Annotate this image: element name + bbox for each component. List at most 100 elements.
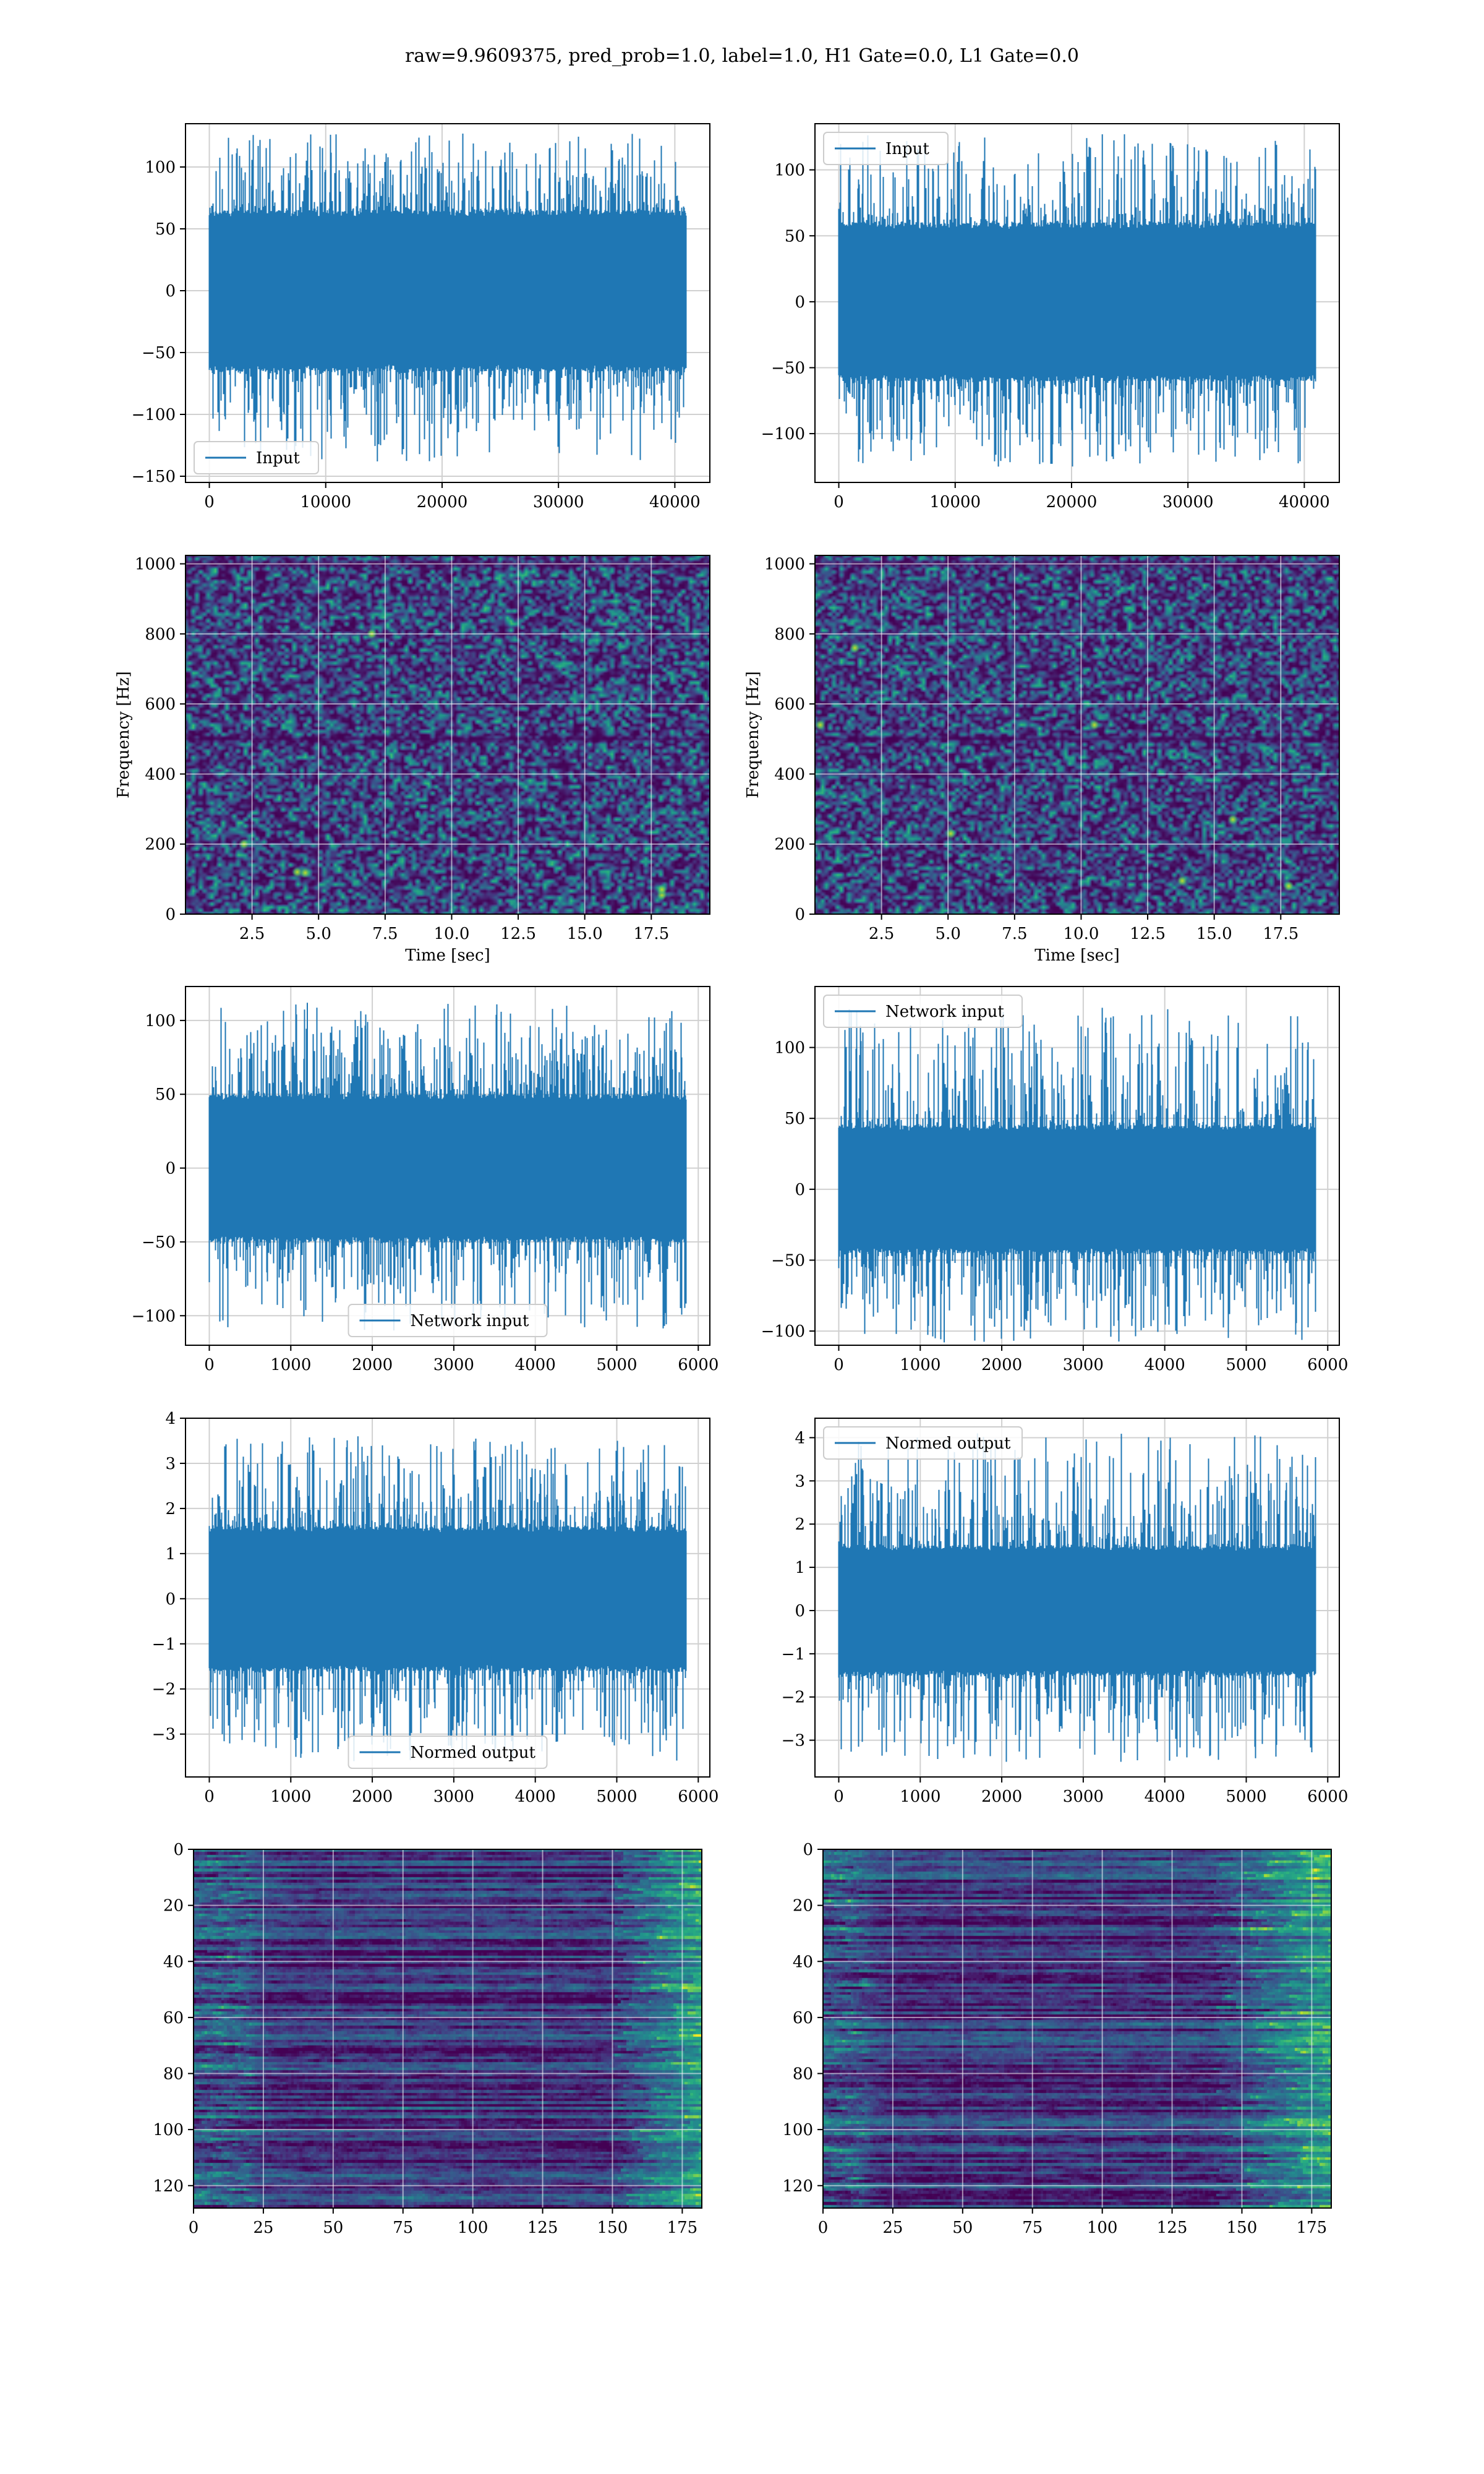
subplot-spectrogram-h1: 2.5 5.0 7.5 10.0 12.5 15.0 17.5 0 200 400 600 800 10…	[114, 555, 710, 965]
y-tick-label: 800	[774, 625, 805, 644]
x-tick-label: 10000	[300, 493, 351, 511]
axes-frame	[185, 123, 710, 483]
subplot-network-input-l1: 0 1000 2000 3000 4000 5000 6000 −100 −50 0 50 100 Ne…	[761, 986, 1348, 1374]
x-tick-label: 12.5	[1130, 925, 1166, 943]
legend-box	[823, 132, 949, 165]
x-tick-label: 12.5	[500, 925, 536, 943]
y-tick-label: 1000	[135, 555, 176, 574]
axes-frame	[185, 555, 710, 915]
x-tick-label: 75	[1022, 2219, 1043, 2237]
y-tick-label: 60	[793, 2009, 813, 2027]
legend: Network input	[823, 995, 1023, 1028]
y-tick-label: −50	[142, 344, 176, 362]
subplot-normed-output-h1: 0 1000 2000 3000 4000 5000 6000 −3 −2 −1 0 1 2 3 4 Norm…	[152, 1410, 719, 1806]
heatmap-image	[186, 555, 710, 914]
series-line	[838, 134, 1316, 467]
x-tick-label: 7.5	[372, 925, 398, 943]
y-tick-label: 0	[795, 1602, 805, 1620]
axes-frame	[814, 555, 1340, 915]
subplot-normed-output-l1: 0 1000 2000 3000 4000 5000 6000 −3 −2 −1 0 1 2 3 4 Norm…	[782, 1418, 1348, 1806]
axes-frame	[822, 1849, 1332, 2209]
legend-label: Normed output	[885, 1434, 1011, 1453]
x-tick-label: 125	[527, 2219, 558, 2237]
x-tick-label: 10.0	[434, 925, 470, 943]
y-tick-label: 50	[155, 1085, 176, 1104]
y-tick-label: 50	[785, 227, 805, 246]
y-tick-label: 0	[803, 1841, 813, 1859]
x-tick-label: 20000	[1046, 493, 1098, 511]
x-tick-label: 30000	[1162, 493, 1214, 511]
y-tick-label: 0	[795, 905, 805, 924]
y-tick-label: 0	[165, 282, 176, 301]
x-tick-label: 0	[189, 2219, 199, 2237]
legend-box	[823, 995, 1023, 1028]
figure-suptitle: raw=9.9609375, pred_prob=1.0, label=1.0,…	[405, 45, 1079, 67]
y-tick-label: 0	[795, 1181, 805, 1199]
subplot-grid: 0 10000 20000 30000 40000−150−100−50050100In…	[114, 123, 1348, 2237]
legend-box	[823, 1426, 1023, 1460]
x-tick-label: 4000	[1145, 1356, 1185, 1374]
y-tick-label: 0	[165, 1160, 176, 1178]
x-tick-label: 6000	[1307, 1787, 1348, 1806]
x-tick-label: 1000	[270, 1356, 311, 1374]
x-tick-label: 5000	[596, 1356, 637, 1374]
y-tick-label: 0	[795, 293, 805, 312]
axes-frame	[193, 1849, 702, 2209]
legend-label: Network input	[411, 1312, 529, 1330]
y-tick-label: 120	[153, 2177, 184, 2196]
x-tick-label: 17.5	[1263, 925, 1298, 943]
y-axis-label: Frequency [Hz]	[744, 671, 762, 798]
y-tick-label: 2	[165, 1500, 176, 1518]
x-tick-label: 40000	[1279, 493, 1330, 511]
y-tick-label: −100	[761, 1322, 805, 1341]
subplot-feature-map-l1: 0 25 50 75 100 125 150 175 0 20 40 60 80 100 120	[782, 1841, 1332, 2237]
x-tick-label: 1000	[900, 1356, 940, 1374]
x-tick-label: 5000	[1226, 1356, 1266, 1374]
legend-label: Network input	[885, 1003, 1004, 1021]
x-tick-label: 20000	[417, 493, 468, 511]
y-tick-label: −100	[132, 406, 176, 424]
x-tick-label: 15.0	[567, 925, 603, 943]
subplot-input-l1: 0 10000 20000 30000 40000 −100 −50 0 50 100 Input	[761, 123, 1340, 511]
y-tick-label: 100	[782, 2121, 813, 2139]
y-tick-label: 1000	[764, 555, 805, 574]
x-tick-label: 30000	[533, 493, 584, 511]
series-line	[208, 1436, 687, 1761]
x-tick-label: 4000	[515, 1356, 556, 1374]
y-tick-label: 100	[145, 158, 176, 177]
subplot-input-h1: 0 10000 20000 30000 40000 −150 −100 −50 0 50 100 In…	[132, 123, 710, 511]
x-tick-label: 0	[818, 2219, 829, 2237]
legend: Input	[823, 132, 949, 165]
x-tick-label: 1000	[900, 1787, 940, 1806]
y-tick-label: −100	[761, 425, 805, 443]
x-tick-label: 100	[1087, 2219, 1118, 2237]
y-tick-label: 400	[145, 765, 176, 784]
legend-label: Input	[256, 449, 300, 468]
x-tick-label: 5000	[596, 1787, 637, 1806]
legend-label: Normed output	[411, 1744, 536, 1762]
y-tick-label: −3	[152, 1726, 176, 1744]
axes-frame	[185, 986, 710, 1346]
x-tick-label: 50	[952, 2219, 973, 2237]
x-tick-label: 7.5	[1002, 925, 1027, 943]
x-tick-label: 175	[1297, 2219, 1328, 2237]
x-tick-label: 0	[834, 493, 844, 511]
y-tick-label: −150	[132, 468, 176, 486]
y-tick-label: 1	[795, 1559, 805, 1577]
x-tick-label: 25	[253, 2219, 273, 2237]
y-tick-label: 4	[165, 1410, 176, 1428]
y-tick-label: 100	[774, 1039, 805, 1058]
y-tick-label: 600	[774, 695, 805, 714]
x-tick-label: 2.5	[239, 925, 265, 943]
x-tick-label: 150	[597, 2219, 628, 2237]
axes-frame	[814, 1418, 1340, 1778]
y-tick-label: 600	[145, 695, 176, 714]
series-line	[838, 1433, 1316, 1762]
grid-lines	[815, 987, 1339, 1345]
y-tick-label: 400	[774, 765, 805, 784]
y-tick-label: 50	[155, 220, 176, 239]
y-tick-label: 20	[793, 1897, 813, 1915]
legend: Normed output	[348, 1736, 548, 1769]
heatmap-image	[815, 555, 1339, 914]
